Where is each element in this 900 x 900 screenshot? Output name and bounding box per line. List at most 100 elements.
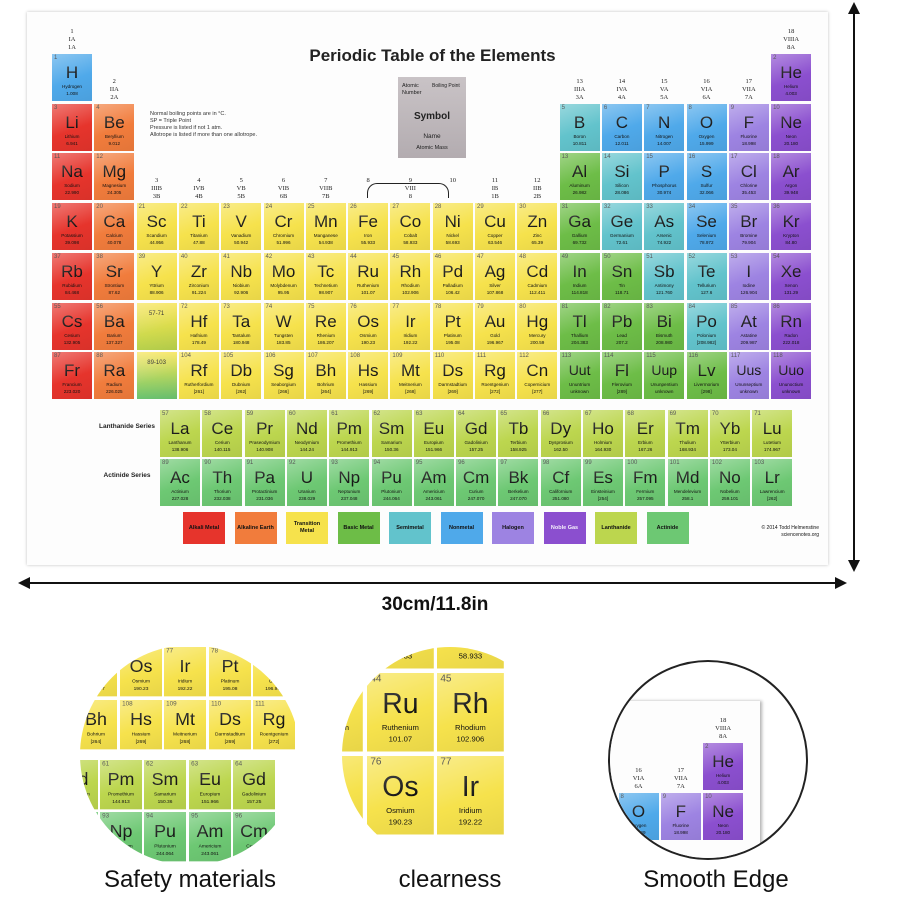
atomic-mass: 4.003 (717, 780, 729, 785)
key-atomic-number: Atomic Number (402, 83, 422, 96)
element-name: Promethium (107, 791, 134, 797)
element-name: Ruthenium (356, 282, 380, 288)
atomic-number: 21 (138, 204, 146, 211)
element-symbol: C (615, 112, 629, 132)
element-symbol: Sn (611, 261, 633, 281)
atomic-mass: 151.966 (425, 447, 443, 452)
element-name: Osmium (385, 805, 415, 815)
element-name: Neptunium (338, 489, 361, 494)
element-cm: 96 Cm Curium 247.070 (456, 459, 497, 506)
element-name: Meitnerium (173, 731, 198, 737)
element-symbol: Ba (103, 311, 125, 331)
element-symbol: Ar (782, 162, 800, 182)
group-label-line (348, 185, 388, 193)
atomic-mass: 131.29 (784, 289, 799, 295)
atomic-number: 111 (255, 700, 265, 707)
element-symbol: Ge (610, 212, 634, 232)
element-symbol: Mg (102, 162, 127, 182)
group-label-line: 10 (449, 177, 456, 185)
atomic-number: 63 (190, 761, 198, 768)
element-symbol: Tm (675, 419, 700, 438)
element-symbol: Cs (61, 311, 83, 331)
element-sr: 38 Sr Strontium 87.62 (94, 252, 135, 300)
atomic-number: 52 (688, 253, 696, 260)
lanthanide-series-label: Lanthanide Series (99, 423, 155, 430)
atomic-mass: 102.906 (456, 734, 485, 743)
element-name: Samarium (381, 440, 402, 445)
atomic-number: 79 (477, 303, 484, 310)
key-symbol: Symbol (413, 111, 451, 122)
atomic-mass: [266] (278, 389, 289, 395)
atomic-mass: 144.24 (80, 799, 84, 805)
element-name: Erbium (638, 440, 653, 445)
atomic-number: 34 (688, 204, 696, 211)
atomic-number: 27 (392, 204, 400, 211)
atomic-mass: 247.070 (510, 496, 527, 501)
caption-clearness: clearness (398, 866, 502, 893)
element-name: Helium (715, 773, 731, 778)
group-label-13: 13 IIIA 3A (560, 78, 600, 102)
group-label-line: 7B (322, 193, 330, 201)
element-name: Iron (364, 233, 373, 239)
atomic-number: 30 (519, 204, 526, 211)
atomic-mass: 151.966 (201, 799, 219, 805)
group-label-line: 8A (719, 733, 728, 740)
element-name: Plutonium (381, 489, 402, 494)
atomic-mass: 118.71 (615, 289, 629, 295)
element-name: Nitrogen (655, 133, 673, 139)
atomic-mass: 78.972 (699, 240, 714, 246)
element-name: Iodine (742, 282, 756, 288)
element-symbol: B (573, 112, 586, 132)
element-name: Curium (246, 843, 262, 849)
element-symbol: Li (65, 112, 79, 132)
group-label-line: 8 (366, 177, 370, 185)
element-symbol: He (780, 63, 802, 82)
atomic-number: 62 (146, 761, 154, 768)
element-symbol: K (66, 212, 78, 232)
element-name: Germanium (609, 233, 634, 239)
atomic-number: 58 (204, 411, 211, 417)
element-symbol: Sg (273, 361, 294, 381)
group-label-6: 6 VIB 6B (264, 177, 304, 201)
group-label-line: 15 (660, 77, 668, 85)
group-label-line: 9 (408, 177, 413, 185)
element-symbol: Ru (357, 261, 379, 281)
element-p: 15 P Phosphorus 30.974 (644, 153, 685, 201)
atomic-mass: 190.23 (388, 817, 412, 826)
group-label-8: 8 (348, 177, 388, 201)
element-symbol: N (658, 112, 671, 132)
atomic-mass: 84.80 (785, 240, 797, 246)
element-name: Lawrencium (759, 489, 785, 494)
element-md: 101 Md Mendelevium 258.1 (667, 459, 708, 506)
element-mo: 42 Mo Molybdenum 95.95 (263, 252, 304, 300)
element-h: 1 H Hydrogen 1.008 (52, 54, 92, 101)
element-symbol: Ne (712, 801, 734, 821)
element-name: Americium (198, 843, 222, 849)
element-name: Vanadium (231, 233, 252, 239)
atomic-number: 109 (166, 700, 177, 707)
atomic-mass: 204.383 (571, 339, 588, 345)
atomic-mass: 174.967 (763, 447, 781, 452)
element-rn: 86 Rn Radon 222.018 (771, 302, 812, 350)
element-symbol: Sb (653, 261, 675, 281)
group-label-line: 6B (279, 193, 288, 201)
group-label-line (433, 185, 473, 193)
element-i: 53 I Iodine 126.904 (728, 252, 769, 300)
atomic-number: 88 (96, 353, 103, 360)
element-name: Tungsten (274, 332, 293, 338)
element-symbol: Cm (462, 468, 490, 487)
atomic-number: 6 (603, 104, 608, 111)
poster-title: Periodic Table of the Elements (309, 46, 556, 65)
element-name: Manganese (313, 233, 338, 239)
element-symbol: Lr (764, 468, 780, 487)
atomic-number: 110 (434, 353, 445, 360)
element-name: Rhodium (455, 722, 487, 732)
atomic-number: 76 (350, 303, 357, 310)
element-name: Actinium (171, 489, 189, 494)
element-symbol: U (300, 468, 314, 487)
element-symbol: Pr (256, 419, 274, 438)
atomic-number: 114 (603, 353, 614, 360)
element-name: Scandium (146, 233, 167, 239)
